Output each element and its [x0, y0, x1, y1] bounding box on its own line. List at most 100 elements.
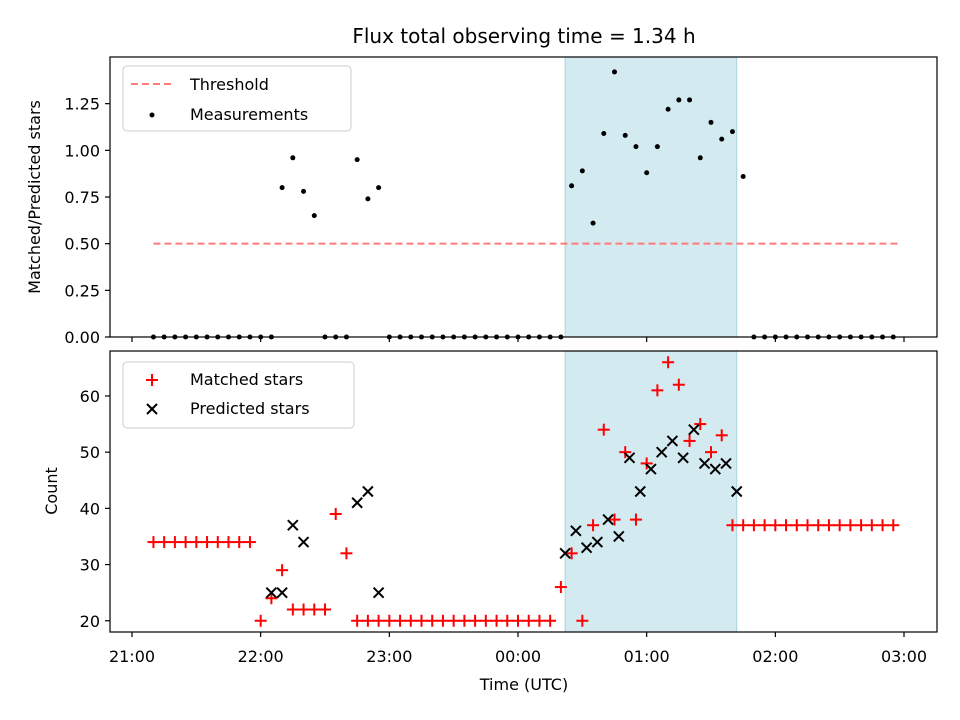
measurement-point	[590, 220, 596, 226]
bottom-legend-box	[122, 361, 355, 429]
matched-star-point	[372, 614, 385, 627]
matched-star-point	[512, 614, 524, 627]
matched-star-point	[672, 378, 685, 391]
matched-star-point	[211, 536, 224, 549]
y-tick-label: 0.00	[64, 328, 100, 347]
predicted-star-point	[698, 457, 711, 470]
measurement-point	[676, 97, 682, 103]
matched-star-point	[726, 519, 739, 532]
matched-star-point	[833, 519, 846, 532]
predicted-star-point	[297, 536, 310, 548]
matched-star-point	[254, 614, 267, 627]
matched-star-point	[522, 614, 535, 627]
matched-star-point	[812, 519, 825, 532]
matched-star-point	[426, 614, 439, 627]
predicted-star-point	[559, 547, 571, 560]
measurement-point	[687, 97, 693, 103]
predicted-star-point	[731, 485, 743, 498]
measurement-point	[729, 129, 735, 135]
bottom-plot-frame	[109, 350, 938, 633]
measurement-point	[708, 119, 714, 125]
y-tick-label: 0.75	[64, 188, 100, 207]
predicted-star-point	[362, 485, 374, 498]
predicted-star-point	[591, 536, 604, 548]
matched-star-point	[533, 614, 546, 627]
predicted-star-point	[688, 423, 700, 436]
matched-star-point	[790, 519, 803, 532]
matched-star-point	[683, 434, 696, 447]
y-tick-label: 50	[80, 443, 100, 462]
predicted-star-point	[351, 497, 363, 509]
matched-star-point	[286, 603, 299, 616]
matched-star-point	[404, 614, 417, 627]
predicted-star-point	[580, 541, 593, 554]
bottom-legend: Matched stars Predicted stars	[122, 361, 355, 429]
matched-star-point	[265, 592, 278, 605]
top-y-axis-label: Matched/Predicted stars	[25, 100, 44, 294]
matched-star-point	[715, 429, 728, 442]
measurement-point	[279, 185, 285, 191]
measurement-point	[569, 183, 575, 189]
measurement-point	[365, 196, 371, 202]
matched-star-point	[780, 519, 793, 532]
matched-star-point	[587, 519, 600, 532]
predicted-star-point	[265, 586, 278, 599]
matched-star-point	[297, 603, 310, 616]
measurement-point	[612, 69, 617, 75]
bottom-y-ticks: 20 30 40 50 60	[80, 387, 110, 631]
x-tick-label: 21:00	[109, 647, 155, 666]
matched-star-point	[158, 536, 171, 549]
matched-star-point	[479, 614, 492, 627]
x-tick-label: 23:00	[366, 647, 412, 666]
matched-star-point	[436, 614, 449, 627]
predicted-star-point	[623, 452, 636, 464]
top-y-ticks: 0.00 0.25 0.50 0.75 1.00 1.25	[64, 95, 110, 347]
measurement-point	[301, 188, 307, 194]
measurement-point	[376, 185, 382, 191]
matched-star-point	[758, 519, 771, 532]
x-tick-label: 00:00	[495, 647, 541, 666]
matched-star-point	[190, 536, 203, 549]
measurements-legend-swatch	[149, 112, 155, 118]
matched-star-point	[147, 536, 160, 549]
predicted-star-point	[634, 485, 646, 498]
measurement-point	[633, 144, 639, 150]
predicted-star-point	[677, 452, 689, 464]
matched-star-point	[565, 547, 578, 560]
matched-star-point	[340, 547, 353, 560]
matched-star-point	[447, 614, 460, 627]
matched-star-point	[383, 614, 396, 627]
matched-star-point	[308, 603, 321, 616]
bottom-panel: 20 30 40 50 60 21:00 22:00 23:00 00:00 01:00 02:0…	[42, 350, 938, 694]
y-tick-label: 0.25	[64, 281, 100, 300]
matched-star-point	[319, 603, 331, 616]
bottom-x-ticks: 21:00 22:00 23:00 00:00 01:00 02:00 03:00	[109, 632, 927, 666]
measurement-point	[622, 132, 628, 138]
x-tick-label: 01:00	[624, 647, 670, 666]
matched-star-point	[233, 536, 246, 549]
matched-star-point	[544, 614, 557, 627]
predicted-legend-swatch	[146, 403, 158, 415]
y-tick-label: 1.00	[64, 141, 100, 160]
threshold-legend-label: Threshold	[189, 75, 269, 94]
matched-star-point	[469, 614, 482, 627]
predicted-star-point	[613, 530, 625, 543]
predicted-star-point	[276, 586, 288, 599]
matched-star-point	[458, 614, 471, 627]
matched-star-point	[737, 519, 750, 532]
matched-star-point	[801, 519, 814, 532]
matched-star-point	[747, 519, 760, 532]
matched-star-point	[415, 614, 428, 627]
measurement-point	[354, 157, 360, 163]
predicted-star-point	[709, 463, 721, 475]
y-tick-label: 1.25	[64, 95, 100, 114]
y-tick-label: 0.50	[64, 235, 100, 254]
y-tick-label: 20	[80, 612, 100, 631]
matched-star-point	[179, 536, 192, 549]
matched-star-point	[201, 536, 214, 549]
measurement-point	[654, 144, 660, 150]
matched-star-point	[629, 513, 642, 526]
matched-star-point	[876, 519, 889, 532]
matched-star-point	[394, 614, 407, 627]
matched-stars-points	[147, 356, 900, 627]
